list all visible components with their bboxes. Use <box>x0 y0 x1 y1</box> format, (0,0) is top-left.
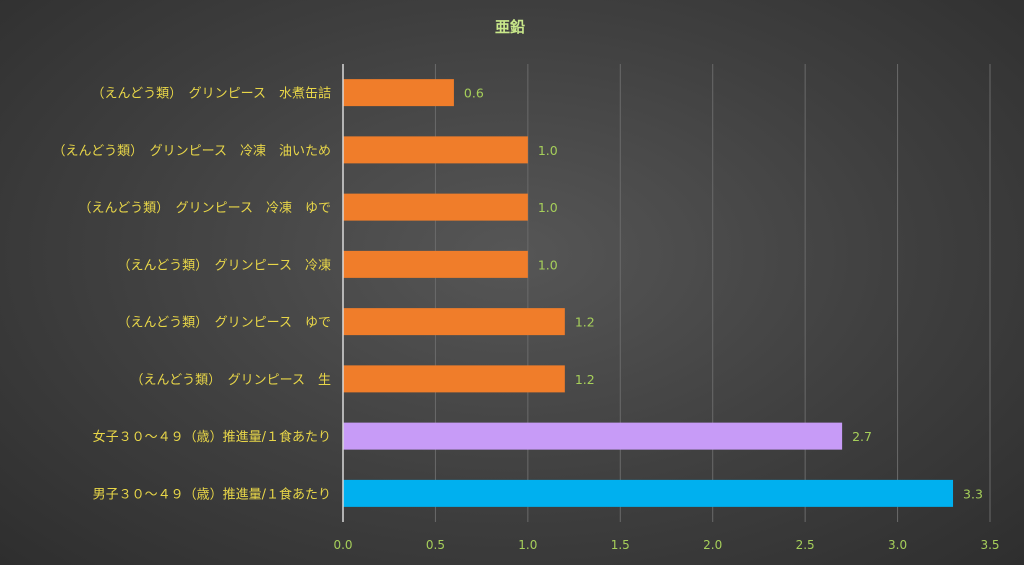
data-label: 3.3 <box>963 486 983 501</box>
bar <box>343 365 565 393</box>
data-label: 1.0 <box>538 200 558 215</box>
category-label: （えんどう類） グリンピース ゆで <box>118 316 331 331</box>
data-label: 1.2 <box>575 372 595 387</box>
bar <box>343 422 843 450</box>
category-label: （えんどう類） グリンピース 冷凍 ゆで <box>79 200 331 216</box>
x-tick-label: 1.5 <box>611 538 630 552</box>
gridlines <box>434 64 991 522</box>
category-label: （えんどう類） グリンピース 水煮缶詰 <box>92 86 331 102</box>
bar <box>343 308 565 336</box>
data-label: 2.7 <box>852 429 872 444</box>
x-tick-label: 3.0 <box>888 538 907 552</box>
chart-title: 亜鉛 <box>495 18 525 36</box>
category-label: 男子３０～４９（歳）推進量/１食あたり <box>93 486 331 502</box>
bar <box>343 250 528 278</box>
category-label: （えんどう類） グリンピース 冷凍 <box>118 257 331 273</box>
data-labels: 0.6 1.0 1.0 1.0 1.2 1.2 2.7 3.3 <box>464 86 983 502</box>
x-tick-label: 0.5 <box>426 538 445 552</box>
x-tick-label: 1.0 <box>518 538 537 552</box>
bar <box>343 479 954 507</box>
x-tick-label: 3.5 <box>980 538 999 552</box>
bars <box>343 79 954 507</box>
x-tick-labels: 0.0 0.5 1.0 1.5 2.0 2.5 3.0 3.5 <box>333 538 999 552</box>
bar <box>343 193 528 221</box>
data-label: 1.2 <box>575 315 595 330</box>
category-label: 女子３０～４９（歳）推進量/１食あたり <box>93 429 331 445</box>
x-tick-label: 2.0 <box>703 538 722 552</box>
category-label: （えんどう類） グリンピース 冷凍 油いため <box>53 143 331 159</box>
bar <box>343 136 528 164</box>
x-tick-label: 0.0 <box>333 538 352 552</box>
x-tick-label: 2.5 <box>796 538 815 552</box>
data-label: 0.6 <box>464 86 484 101</box>
data-label: 1.0 <box>538 143 558 158</box>
category-label: （えんどう類） グリンピース 生 <box>131 373 331 388</box>
category-labels: （えんどう類） グリンピース 水煮缶詰 （えんどう類） グリンピース 冷凍 油いた… <box>53 86 331 503</box>
bar <box>343 79 454 107</box>
data-label: 1.0 <box>538 257 558 272</box>
